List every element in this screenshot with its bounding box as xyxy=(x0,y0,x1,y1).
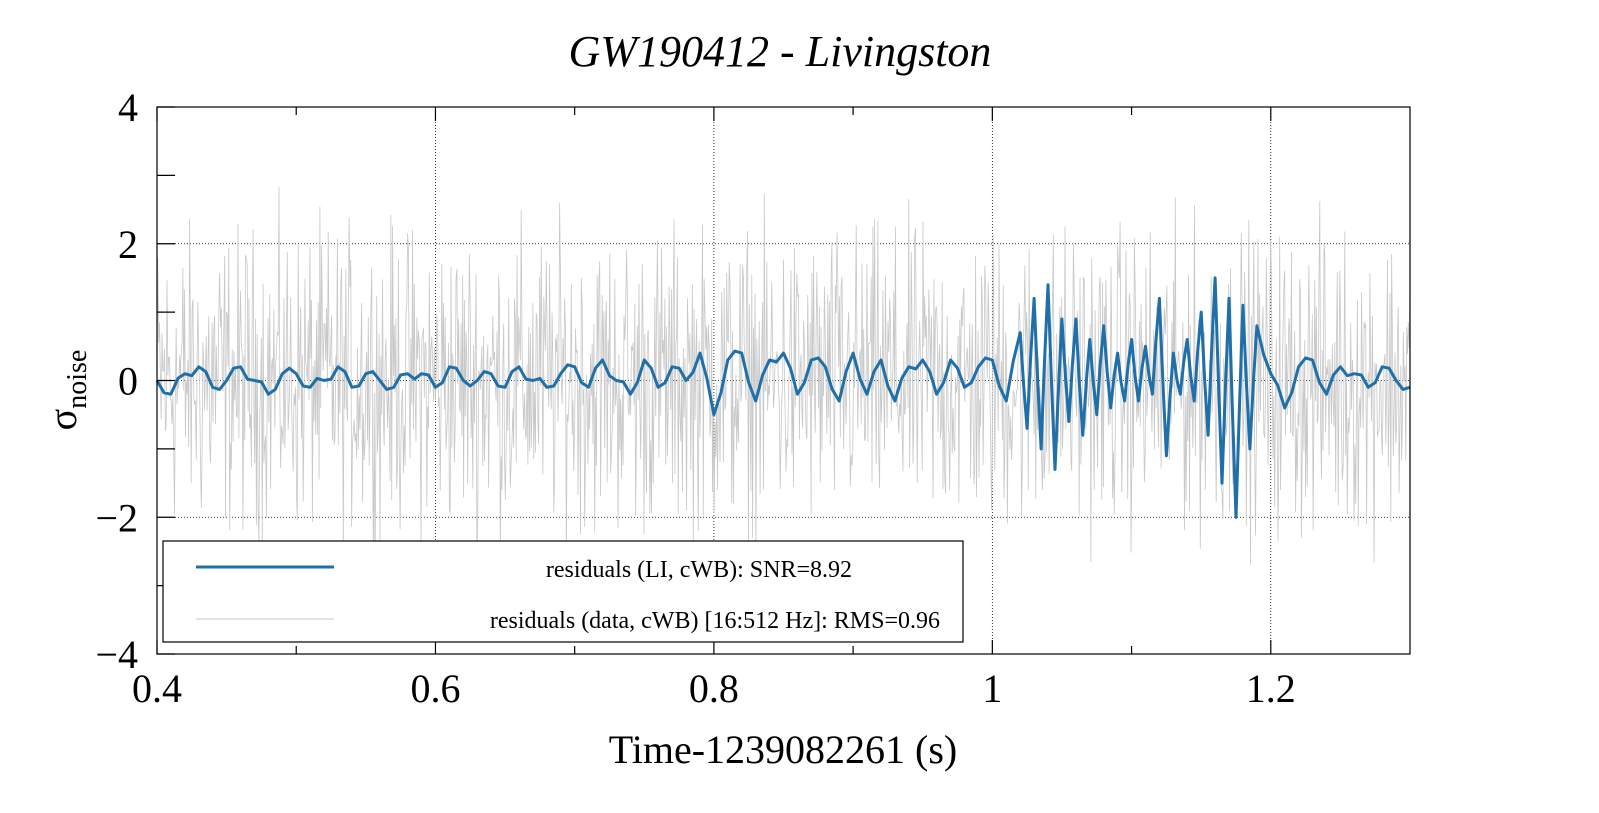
legend: residuals (LI, cWB): SNR=8.92 residuals … xyxy=(162,540,964,643)
y-tick-label: −4 xyxy=(95,632,138,677)
y-axis-label-sub: noise xyxy=(62,350,93,409)
legend-label-model: residuals (LI, cWB): SNR=8.92 xyxy=(546,557,852,583)
y-axis-label: σnoise xyxy=(40,350,93,431)
y-tick-label: 2 xyxy=(118,222,138,267)
svg-text:σnoise: σnoise xyxy=(40,350,93,431)
y-axis-label-main: σ xyxy=(40,409,85,431)
axes xyxy=(156,106,1411,655)
x-tick-label: 0.4 xyxy=(132,666,182,711)
chart-title: GW190412 - Livingston xyxy=(569,27,992,76)
legend-box xyxy=(162,540,964,643)
y-tick-label: −2 xyxy=(95,495,138,540)
data-residuals-series xyxy=(156,186,1411,586)
x-tick-label: 0.8 xyxy=(689,666,739,711)
tick-labels: 0.4 0.6 0.8 1 1.2 −4 −2 0 2 4 xyxy=(95,85,1295,711)
y-tick-label: 0 xyxy=(118,359,138,404)
model-residuals-line xyxy=(155,276,1411,519)
x-tick-label: 0.6 xyxy=(410,666,460,711)
x-axis-label: Time-1239082261 (s) xyxy=(609,727,958,772)
x-tick-label: 1.2 xyxy=(1246,666,1296,711)
legend-label-data: residuals (data, cWB) [16:512 Hz]: RMS=0… xyxy=(490,608,940,634)
x-tick-label: 1 xyxy=(982,666,1002,711)
y-tick-label: 4 xyxy=(118,85,138,130)
model-residuals-series xyxy=(155,276,1411,519)
data-residuals-line xyxy=(156,186,1411,586)
